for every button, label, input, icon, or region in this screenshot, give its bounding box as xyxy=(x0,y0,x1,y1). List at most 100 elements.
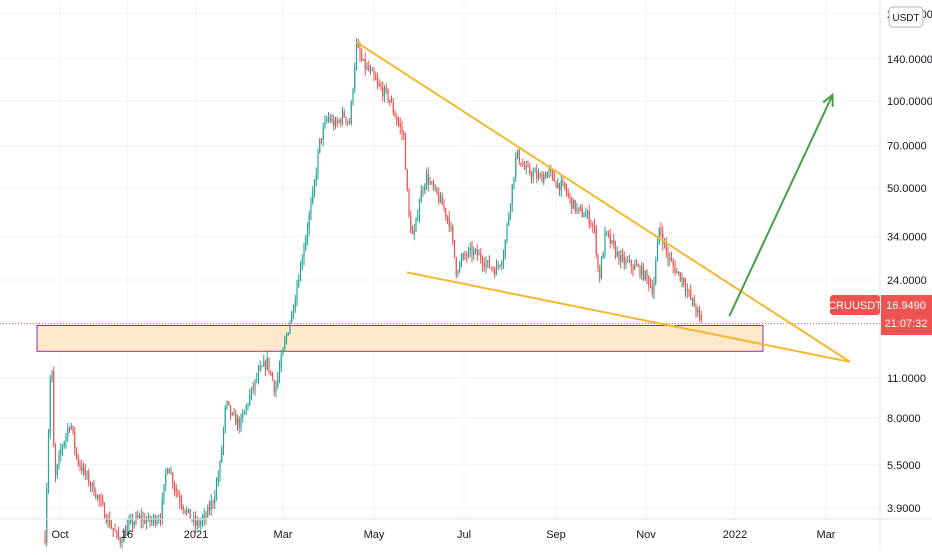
candle-body xyxy=(329,117,331,122)
candle-body xyxy=(417,216,419,218)
candle-body xyxy=(411,230,414,235)
y-tick-label: 100.0000 xyxy=(887,96,932,108)
candle-body xyxy=(625,260,627,264)
candle-body xyxy=(572,200,575,209)
candle-body xyxy=(511,184,513,205)
candle-body xyxy=(53,371,55,447)
candle-body xyxy=(226,401,228,408)
candle-body xyxy=(364,58,366,69)
candle-body xyxy=(452,226,454,241)
candle-body xyxy=(544,175,547,178)
candle-body xyxy=(669,258,671,260)
candle-body xyxy=(390,101,393,103)
candle-body xyxy=(117,531,120,539)
candle-body xyxy=(63,441,65,447)
candle-body xyxy=(350,102,352,124)
candle-body xyxy=(693,298,695,307)
candle-body xyxy=(541,175,543,183)
trendline-lower-support xyxy=(406,271,851,363)
candle-body xyxy=(592,224,594,226)
candle-body xyxy=(240,417,242,428)
candle-body xyxy=(235,414,237,426)
candle-body xyxy=(303,248,305,260)
candle-body xyxy=(557,183,559,188)
candle-body xyxy=(653,283,655,295)
last-price-text: 16.9490 xyxy=(886,300,926,312)
y-tick-label: 3.9000 xyxy=(887,503,921,515)
projection-arrow-line xyxy=(728,94,834,317)
candle-body xyxy=(467,250,470,256)
candle-body xyxy=(616,251,618,256)
candle-body xyxy=(100,499,102,501)
candle-body xyxy=(180,501,183,506)
candle-body xyxy=(84,467,86,475)
support-zone[interactable] xyxy=(0,323,880,352)
candle-body xyxy=(525,165,527,170)
candle-body xyxy=(516,150,519,158)
candle-body xyxy=(371,69,373,72)
candle-body xyxy=(508,215,510,225)
candle-body xyxy=(116,531,118,533)
candle-body xyxy=(408,189,410,217)
candle-body xyxy=(537,174,540,178)
candle-body xyxy=(208,506,211,510)
candle-body xyxy=(313,181,316,192)
candle-body xyxy=(242,413,244,418)
candle-body xyxy=(560,180,562,191)
x-tick-label: 2021 xyxy=(184,529,208,541)
candle-body xyxy=(604,231,606,254)
candle-body xyxy=(98,495,100,500)
candle-body xyxy=(338,120,340,123)
x-tick-label: Sep xyxy=(546,529,566,541)
candle-body xyxy=(655,261,657,284)
candle-body xyxy=(82,467,85,472)
candle-body xyxy=(574,200,576,211)
candle-body xyxy=(478,253,480,256)
candle-body xyxy=(424,185,426,192)
candle-body xyxy=(621,254,624,257)
candle-body xyxy=(651,285,653,295)
candle-body xyxy=(597,254,599,268)
candle-body xyxy=(506,224,508,241)
candle-body xyxy=(179,496,181,502)
candle-body xyxy=(110,526,113,529)
candle-body xyxy=(593,225,596,227)
candle-body xyxy=(539,174,541,176)
candle-body xyxy=(383,87,386,97)
candle-body xyxy=(259,366,261,371)
candle-body xyxy=(396,116,398,121)
candle-body xyxy=(462,253,464,259)
drawings[interactable] xyxy=(355,41,851,363)
candle-body xyxy=(480,253,482,260)
candle-body xyxy=(599,267,601,279)
candle-body xyxy=(397,120,400,124)
candle-body xyxy=(646,271,648,277)
candle-body xyxy=(359,47,361,55)
candle-body xyxy=(366,66,368,69)
candle-body xyxy=(387,89,389,100)
candle-body xyxy=(56,464,58,475)
candle-body xyxy=(287,332,289,336)
candle-body xyxy=(280,355,282,368)
candle-body xyxy=(277,377,279,387)
candle-body xyxy=(77,456,79,464)
candle-body xyxy=(236,418,239,426)
candle-body xyxy=(656,241,659,262)
y-tick-label: 70.0000 xyxy=(887,141,927,153)
candle-body xyxy=(194,517,197,526)
currency-badge[interactable]: USDT xyxy=(888,6,924,28)
candle-body xyxy=(233,413,235,415)
candle-body xyxy=(641,266,643,276)
candle-body xyxy=(49,379,51,435)
candle-body xyxy=(464,253,466,256)
candle-body xyxy=(534,171,536,173)
candle-body xyxy=(354,67,356,90)
candle-body xyxy=(504,240,506,257)
candle-body xyxy=(583,216,585,218)
candle-body xyxy=(352,89,354,103)
candle-body xyxy=(490,267,492,269)
candle-body xyxy=(215,482,218,497)
